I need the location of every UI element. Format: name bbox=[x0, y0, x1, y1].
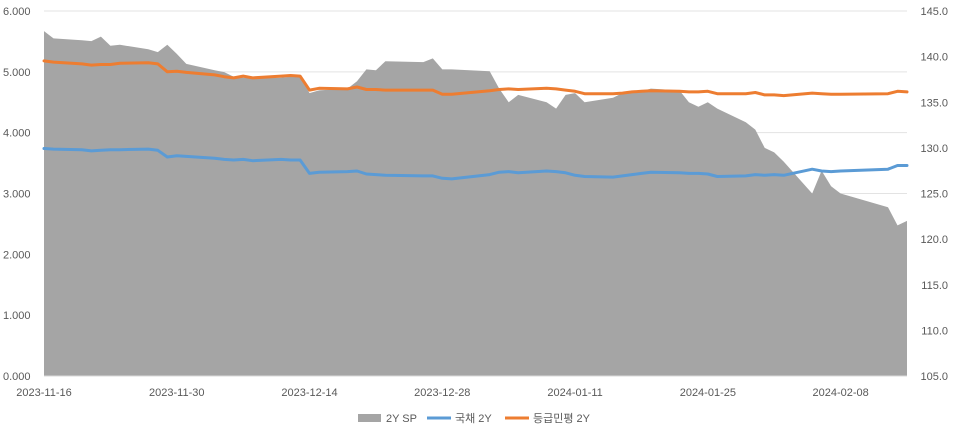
legend-label: 2Y SP bbox=[386, 413, 417, 425]
line-series bbox=[42, 59, 909, 181]
x-axis-tick-label: 2023-11-16 bbox=[16, 387, 71, 399]
x-axis-tick-label: 2023-12-28 bbox=[414, 387, 470, 399]
legend: 2Y SP 국채 2Y 등급민평 2Y bbox=[358, 412, 591, 425]
right-axis-tick-label: 125.0 bbox=[920, 189, 948, 201]
right-axis-tick-label: 115.0 bbox=[921, 280, 948, 292]
left-y-axis-ticks: 0.000 1.000 2.000 3.000 4.000 5.000 6.000 bbox=[3, 6, 31, 383]
right-axis-tick-label: 145.0 bbox=[920, 6, 948, 18]
left-axis-tick-label: 3.000 bbox=[3, 189, 31, 201]
left-axis-tick-label: 2.000 bbox=[3, 249, 31, 261]
series-area-2y-sp bbox=[44, 31, 907, 376]
right-axis-tick-label: 110.0 bbox=[921, 325, 948, 337]
right-axis-tick-label: 105.0 bbox=[920, 371, 948, 383]
area-series bbox=[44, 31, 907, 376]
legend-swatch bbox=[358, 414, 381, 422]
right-y-axis-ticks: 105.0 110.0 115.0 120.0 125.0 130.0 135.0 140.0… bbox=[920, 6, 948, 383]
left-axis-tick-label: 4.000 bbox=[3, 128, 31, 140]
right-axis-tick-label: 140.0 bbox=[920, 52, 948, 64]
left-axis-tick-label: 1.000 bbox=[3, 310, 31, 322]
left-axis-tick-label: 5.000 bbox=[3, 67, 31, 79]
x-axis-ticks: 2023-11-16 2023-11-30 2023-12-14 2023-12-28… bbox=[16, 387, 868, 399]
x-axis-tick-label: 2024-01-11 bbox=[547, 387, 602, 399]
x-axis-tick-label: 2023-12-14 bbox=[281, 387, 337, 399]
legend-label: 국채 2Y bbox=[455, 412, 492, 425]
series-line-treasury-2y bbox=[42, 147, 909, 181]
x-axis-tick-label: 2024-01-25 bbox=[680, 387, 736, 399]
right-axis-tick-label: 120.0 bbox=[920, 234, 948, 246]
left-axis-tick-label: 0.000 bbox=[3, 371, 31, 383]
right-axis-tick-label: 135.0 bbox=[920, 97, 948, 109]
series-line-rated-2y bbox=[42, 59, 909, 98]
x-axis-tick-label: 2023-11-30 bbox=[149, 387, 204, 399]
left-axis-tick-label: 6.000 bbox=[3, 6, 31, 18]
legend-label: 등급민평 2Y bbox=[533, 412, 591, 425]
right-axis-tick-label: 130.0 bbox=[920, 143, 948, 155]
x-axis-tick-label: 2024-02-08 bbox=[812, 387, 868, 399]
